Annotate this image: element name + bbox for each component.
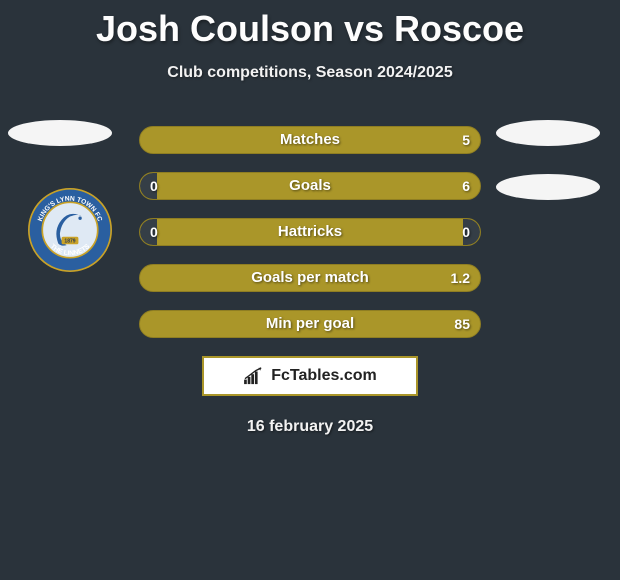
stat-value-left: 0 [150,219,158,245]
stat-label: Min per goal [140,311,480,337]
left-club-badge: 1879 KING'S LYNN TOWN FC THE LINNETS [28,188,112,272]
stat-row: Min per goal85 [139,310,481,338]
subtitle: Club competitions, Season 2024/2025 [0,64,620,82]
fctables-icon [243,367,265,385]
stat-value-right: 85 [454,311,470,337]
stat-row: Hattricks0 0 [139,218,481,246]
brand-text: FcTables.com [271,367,377,385]
stat-row: Goals per match1.2 [139,264,481,292]
page-title: Josh Coulson vs Roscoe [0,0,620,50]
stat-label: Matches [140,127,480,153]
brand-badge[interactable]: FcTables.com [202,356,418,396]
svg-text:1879: 1879 [64,239,75,245]
right-player-ellipse-2 [496,174,600,200]
stat-value-right: 6 [462,173,470,199]
stat-row: Matches5 [139,126,481,154]
stat-label: Goals [140,173,480,199]
right-player-ellipse-1 [496,120,600,146]
left-player-ellipse [8,120,112,146]
stat-value-left: 0 [150,173,158,199]
stat-label: Hattricks [140,219,480,245]
stat-rows-container: Matches5Goals06Hattricks00Goals per matc… [139,126,481,338]
stat-value-right: 0 [462,219,470,245]
stat-row: Goals0 6 [139,172,481,200]
stat-label: Goals per match [140,265,480,291]
comparison-chart: 1879 KING'S LYNN TOWN FC THE LINNETS Mat… [0,126,620,338]
snapshot-date: 16 february 2025 [0,418,620,436]
stat-value-right: 1.2 [451,265,470,291]
stat-value-right: 5 [462,127,470,153]
